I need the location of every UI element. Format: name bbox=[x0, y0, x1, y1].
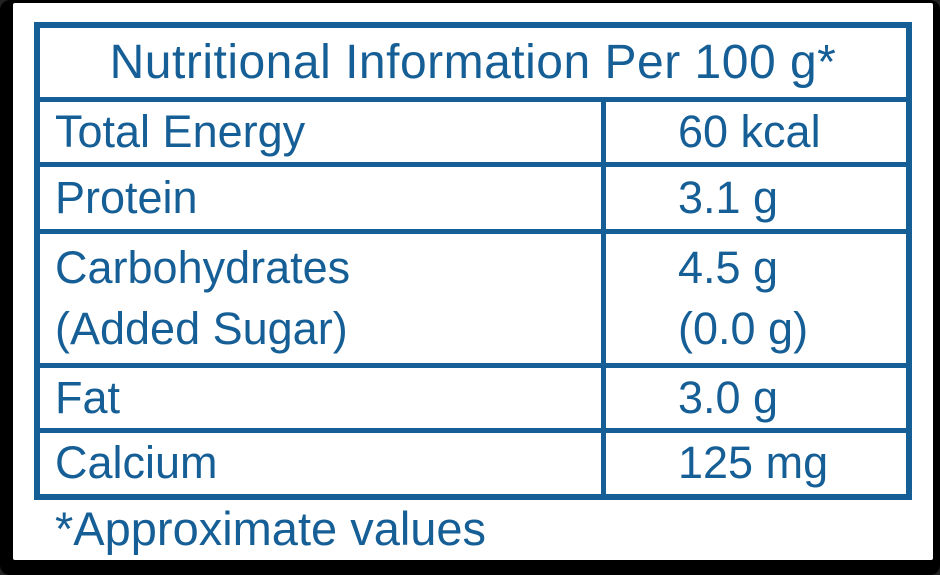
row-label: Protein bbox=[40, 167, 601, 229]
nutrient-value: 3.1 g bbox=[678, 171, 779, 223]
row-label: Carbohydrates (Added Sugar) bbox=[40, 234, 601, 363]
approximate-values-footnote: *Approximate values bbox=[55, 502, 487, 555]
table-row-carbohydrates: Carbohydrates (Added Sugar) 4.5 g (0.0 g… bbox=[40, 229, 906, 364]
nutrient-name: Fat bbox=[55, 371, 121, 423]
nutrient-value: 3.0 g bbox=[678, 371, 779, 423]
row-value: 3.1 g bbox=[601, 167, 906, 230]
nutrition-table: Nutritional Information Per 100 g* Total… bbox=[34, 22, 912, 500]
row-value: 60 kcal bbox=[601, 102, 906, 163]
nutrient-name: Calcium bbox=[55, 437, 218, 489]
table-row-total-energy: Total Energy 60 kcal bbox=[40, 97, 906, 163]
nutrition-label: Nutritional Information Per 100 g* Total… bbox=[13, 3, 933, 560]
nutrient-value: 125 mg bbox=[678, 437, 829, 489]
table-title: Nutritional Information Per 100 g* bbox=[109, 36, 837, 90]
row-value: 125 mg bbox=[601, 433, 906, 494]
nutrient-name: Carbohydrates bbox=[55, 242, 351, 293]
table-row-protein: Protein 3.1 g bbox=[40, 162, 906, 230]
table-row-calcium: Calcium 125 mg bbox=[40, 428, 906, 494]
nutrient-subvalue: (0.0 g) bbox=[678, 302, 809, 354]
row-label: Total Energy bbox=[40, 102, 601, 162]
nutrient-name: Protein bbox=[55, 171, 198, 223]
table-row-fat: Fat 3.0 g bbox=[40, 363, 906, 429]
row-value: 3.0 g bbox=[601, 368, 906, 429]
nutrient-value: 4.5 g bbox=[678, 242, 779, 293]
row-value: 4.5 g (0.0 g) bbox=[601, 234, 906, 364]
nutrient-subname: (Added Sugar) bbox=[55, 302, 348, 354]
row-label: Calcium bbox=[40, 433, 601, 494]
row-label: Fat bbox=[40, 368, 601, 428]
nutrient-value: 60 kcal bbox=[678, 105, 821, 157]
nutrient-name: Total Energy bbox=[55, 105, 306, 157]
